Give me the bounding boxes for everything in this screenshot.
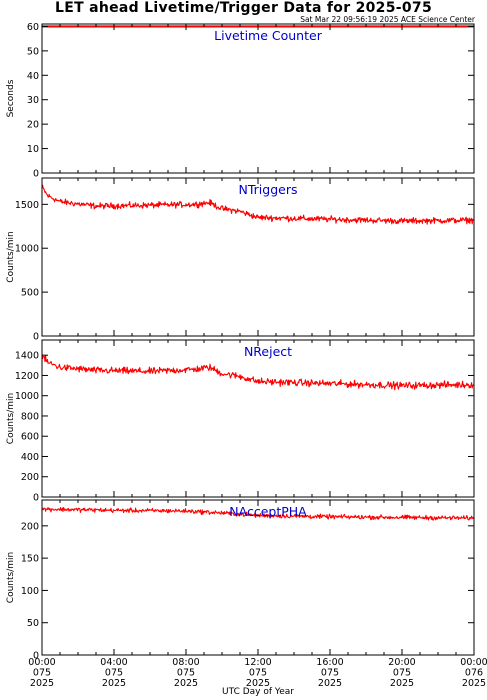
x-tick-label: 00:00 [460,657,487,668]
x-tick-label: 00:00 [28,657,55,668]
x-tick-label: 08:00 [172,657,199,668]
x-tick-label: 075 [393,668,411,679]
panel-livetime-counter: 0 10 20 30 40 50 60 Seconds Livetime Counter [6,22,475,180]
y-tick-label: 100 [21,586,39,597]
x-tick-label: 04:00 [100,657,127,668]
x-tick-label: 075 [33,668,51,679]
panel-title: NTriggers [239,182,298,197]
x-tick-label: 2025 [390,678,414,689]
y-tick-label: 0 [33,169,39,180]
y-axis-label: Counts/min [6,231,16,282]
y-tick-label: 10 [27,144,39,155]
x-tick-label: 2025 [462,678,486,689]
y-tick-label: 400 [21,452,39,463]
series-line [41,353,475,391]
y-axis-label: Counts/min [6,552,16,603]
y-axis-label: Counts/min [6,393,16,444]
panel-title: NReject [244,344,292,359]
x-tick-label: 075 [177,668,195,679]
y-tick-label: 40 [27,71,39,82]
x-tick-label: 2025 [174,678,198,689]
y-tick-label: 1000 [15,244,39,255]
plot-frame [41,177,475,337]
y-tick-label: 1200 [15,371,39,382]
plot-frame [41,499,475,656]
x-axis: 00:00075202504:00075202508:00075202512:0… [28,657,487,697]
y-tick-label: 1000 [15,391,39,402]
y-tick-label: 60 [27,22,39,33]
y-tick-label: 600 [21,432,39,443]
y-axis-label: Seconds [6,79,16,117]
y-tick-label: 200 [21,521,39,532]
x-tick-label: 076 [465,668,483,679]
panel-title: NAcceptPHA [229,504,307,519]
x-tick-label: 075 [105,668,123,679]
plot-frame [41,23,475,174]
y-tick-label: 50 [27,46,39,57]
y-tick-label: 0 [33,332,39,343]
panel-nreject: 0 200 400 600 800 1000 1200 1400 Counts/min NReje… [6,339,475,504]
x-tick-label: 2025 [30,678,54,689]
y-tick-label: 30 [27,95,39,106]
y-tick-label: 20 [27,120,39,131]
x-tick-label: 16:00 [316,657,343,668]
plot-frame [41,339,475,498]
x-tick-label: 075 [249,668,267,679]
panel-nacceptpha: 0 50 100 150 200 Counts/min NAcceptPHA [6,499,475,662]
generation-timestamp: Sat Mar 22 09:56:19 2025 ACE Science Cen… [300,15,475,24]
y-tick-label: 150 [21,554,39,565]
y-tick-label: 0 [33,493,39,504]
x-tick-label: 2025 [246,678,270,689]
x-tick-label: 2025 [102,678,126,689]
y-tick-label: 800 [21,411,39,422]
series-line [41,506,475,521]
x-tick-label: 12:00 [244,657,271,668]
x-tick-label: 2025 [318,678,342,689]
y-tick-label: 200 [21,472,39,483]
panel-ntriggers: 0 500 1000 1500 Counts/min NTriggers [6,177,475,343]
page-title: LET ahead Livetime/Trigger Data for 2025… [55,0,432,16]
x-tick-label: 075 [321,668,339,679]
y-tick-label: 50 [27,618,39,629]
x-axis-label: UTC Day of Year [222,687,294,697]
y-tick-label: 500 [21,288,39,299]
panel-title: Livetime Counter [214,28,323,43]
y-tick-label: 1400 [15,351,39,362]
x-tick-label: 20:00 [388,657,415,668]
y-tick-label: 0 [33,651,39,662]
series-line [41,184,475,225]
y-tick-label: 1500 [15,200,39,211]
